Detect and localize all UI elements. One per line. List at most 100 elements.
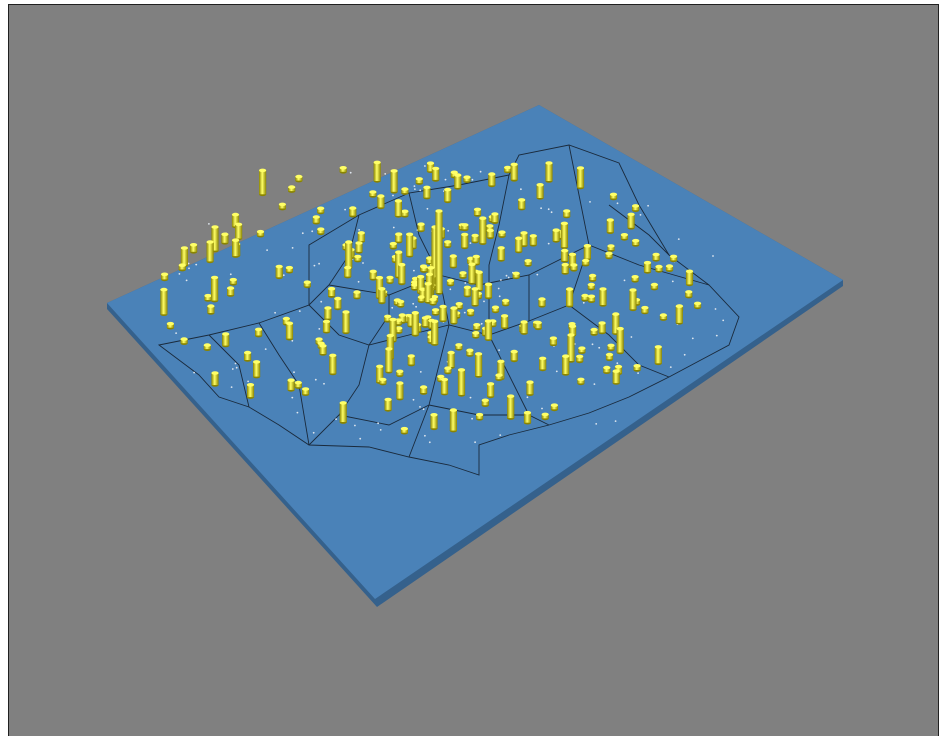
data-bar xyxy=(444,240,452,249)
data-bar xyxy=(655,264,663,273)
zero-marker xyxy=(499,434,502,436)
data-bar xyxy=(578,346,586,355)
zero-marker xyxy=(691,337,694,340)
data-bar xyxy=(510,349,518,363)
zero-marker xyxy=(497,287,500,290)
data-bar xyxy=(396,381,404,401)
zero-marker xyxy=(354,424,356,427)
data-bar xyxy=(607,343,615,352)
zero-marker xyxy=(474,441,476,444)
zero-marker xyxy=(623,279,626,282)
data-bar xyxy=(190,243,198,254)
data-bar xyxy=(629,288,637,312)
zero-marker xyxy=(415,305,417,308)
data-bar xyxy=(605,352,614,362)
zero-marker xyxy=(555,370,558,373)
data-bar xyxy=(486,228,494,240)
data-bar xyxy=(394,199,402,218)
data-bar xyxy=(204,293,212,302)
data-bar xyxy=(369,269,377,281)
data-bar xyxy=(401,187,409,195)
data-bar xyxy=(401,209,409,218)
data-bar xyxy=(329,353,337,376)
data-bar xyxy=(206,240,214,264)
zero-marker xyxy=(296,411,299,414)
data-bar xyxy=(411,311,419,337)
zero-marker xyxy=(178,273,181,275)
data-bar xyxy=(285,321,294,341)
zero-marker xyxy=(637,372,639,374)
data-bar xyxy=(576,166,585,190)
data-bar xyxy=(386,275,394,285)
data-bar xyxy=(334,296,342,311)
data-bar xyxy=(166,321,174,330)
data-bar xyxy=(581,293,589,302)
data-bar xyxy=(390,169,398,194)
data-bar xyxy=(449,408,457,433)
data-bar xyxy=(450,306,458,325)
data-bar xyxy=(444,187,452,204)
zero-marker xyxy=(193,371,196,374)
zero-marker xyxy=(469,396,472,399)
data-bar xyxy=(435,209,443,295)
data-bar xyxy=(319,344,327,356)
data-bar xyxy=(652,252,660,262)
zero-marker xyxy=(282,274,285,277)
zero-marker xyxy=(291,247,294,249)
data-bar xyxy=(659,313,668,321)
data-bar xyxy=(552,228,560,243)
zero-marker xyxy=(616,202,619,205)
data-bar xyxy=(232,238,240,258)
data-bar xyxy=(468,262,476,285)
data-bar xyxy=(432,166,440,182)
data-bar xyxy=(339,166,347,174)
data-bar xyxy=(654,345,662,366)
data-bar xyxy=(561,262,569,275)
map-scene xyxy=(9,5,938,736)
region-boundary xyxy=(308,214,360,306)
data-bar xyxy=(355,241,363,254)
zero-marker xyxy=(424,434,426,437)
data-bar xyxy=(501,314,509,330)
data-bar xyxy=(497,246,505,262)
zero-marker xyxy=(424,165,426,167)
zero-marker xyxy=(274,311,276,314)
zero-marker xyxy=(414,188,416,191)
zero-marker xyxy=(357,280,360,283)
zero-marker xyxy=(547,242,550,245)
zero-marker xyxy=(291,339,294,342)
data-bar xyxy=(507,394,515,420)
3d-map-viewport[interactable] xyxy=(8,4,939,736)
data-bar xyxy=(495,373,503,382)
zero-marker xyxy=(291,396,294,399)
data-bar xyxy=(512,271,520,280)
data-bar xyxy=(570,263,578,272)
data-bar xyxy=(457,368,466,397)
data-bar xyxy=(685,290,693,299)
data-bar xyxy=(616,326,624,355)
data-bar xyxy=(473,323,481,331)
data-bar xyxy=(288,185,296,193)
zero-marker xyxy=(550,211,553,214)
zero-marker xyxy=(464,282,467,284)
zero-marker xyxy=(413,269,415,272)
data-bar xyxy=(203,343,211,352)
region-boundary xyxy=(488,174,510,335)
data-bar xyxy=(317,206,325,215)
data-bar xyxy=(407,354,415,367)
zero-marker xyxy=(412,302,415,305)
zero-marker xyxy=(505,274,508,277)
zero-marker xyxy=(195,263,198,266)
region-boundary xyxy=(568,304,670,378)
data-bar xyxy=(429,297,437,306)
data-bar xyxy=(541,412,549,421)
data-bar xyxy=(357,231,365,243)
data-bar xyxy=(439,304,447,323)
data-bar xyxy=(641,305,649,315)
data-bar xyxy=(520,320,528,335)
zero-marker xyxy=(235,366,238,369)
zero-marker xyxy=(714,308,717,310)
zero-marker xyxy=(669,366,672,368)
data-bar xyxy=(473,207,482,217)
zero-marker xyxy=(449,288,452,291)
